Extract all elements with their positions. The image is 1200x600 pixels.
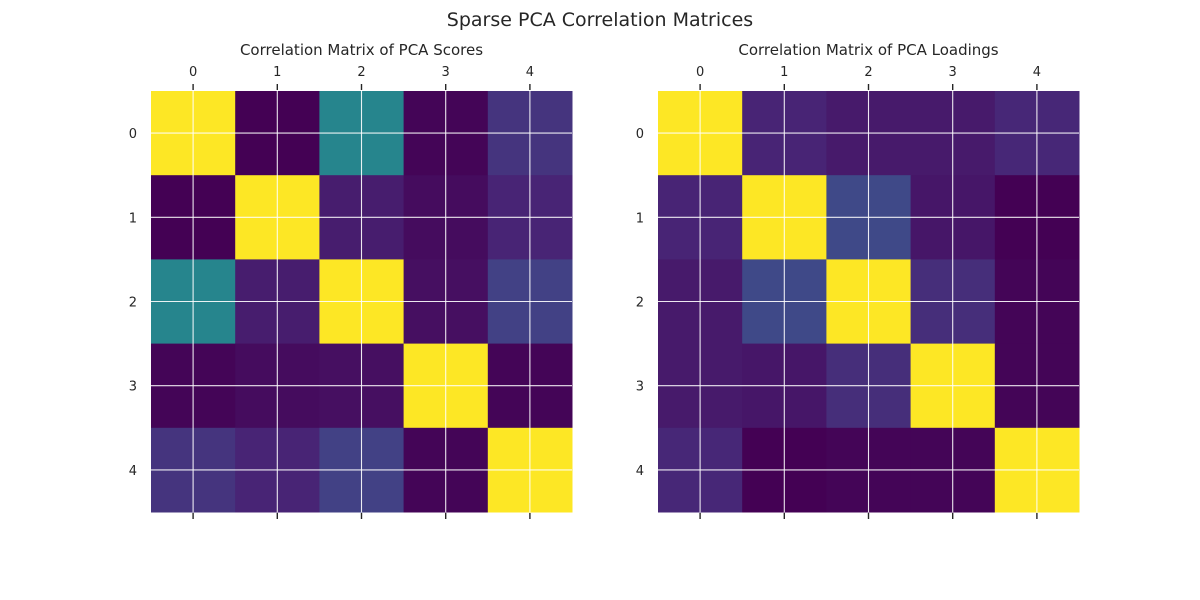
x-tick-label: 3 bbox=[949, 65, 957, 80]
y-tick-label: 4 bbox=[129, 464, 137, 479]
panel-title: Correlation Matrix of PCA Loadings bbox=[738, 41, 998, 59]
y-tick-label: 0 bbox=[129, 127, 137, 142]
y-tick-label: 2 bbox=[636, 296, 644, 311]
panel-title: Correlation Matrix of PCA Scores bbox=[240, 41, 483, 59]
y-tick-label: 1 bbox=[636, 211, 644, 226]
heatmap-panel-0: Correlation Matrix of PCA Scores 0 1 2 3 4 0 1 2… bbox=[129, 41, 573, 519]
heatmap-panel-1: Correlation Matrix of PCA Loadings 0 1 2 3 4 0… bbox=[636, 41, 1080, 519]
x-tick-label: 3 bbox=[442, 65, 450, 80]
x-tick-label: 4 bbox=[526, 65, 534, 80]
figure-title: Sparse PCA Correlation Matrices bbox=[447, 9, 753, 31]
x-tick-label: 1 bbox=[780, 65, 788, 80]
y-tick-label: 0 bbox=[636, 127, 644, 142]
x-tick-label: 2 bbox=[357, 65, 365, 80]
x-tick-label: 4 bbox=[1033, 65, 1041, 80]
x-tick-label: 0 bbox=[696, 65, 704, 80]
y-tick-label: 1 bbox=[129, 211, 137, 226]
x-tick-label: 1 bbox=[273, 65, 281, 80]
y-tick-label: 3 bbox=[129, 380, 137, 395]
y-tick-label: 4 bbox=[636, 464, 644, 479]
y-tick-label: 3 bbox=[636, 380, 644, 395]
x-tick-label: 2 bbox=[864, 65, 872, 80]
x-tick-label: 0 bbox=[189, 65, 197, 80]
y-tick-label: 2 bbox=[129, 296, 137, 311]
panels: Correlation Matrix of PCA Scores 0 1 2 3 4 0 1 2… bbox=[129, 41, 1080, 519]
